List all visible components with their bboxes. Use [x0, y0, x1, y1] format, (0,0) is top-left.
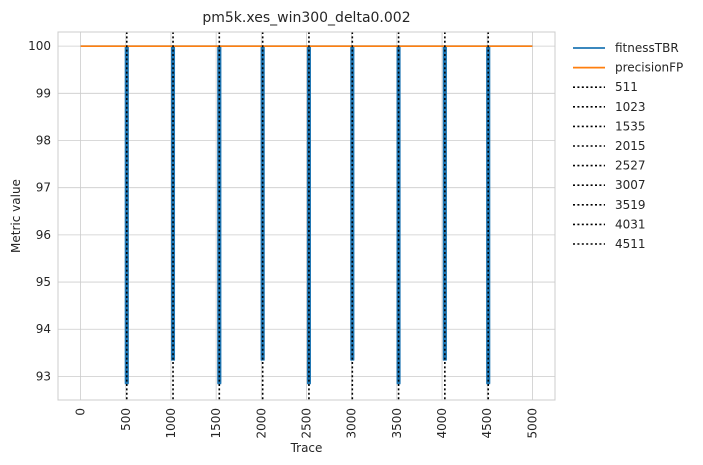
fitness-dip [486, 46, 491, 384]
legend: fitnessTBR precisionFP 511 1023 1535 2015 2527… [573, 41, 683, 251]
fitness-dip [171, 46, 176, 360]
legend-label: 2527 [615, 159, 646, 173]
plot-frame [57, 31, 556, 401]
fitness-dip [260, 46, 265, 360]
y-tick-label: 95 [36, 275, 51, 289]
axes: 0 500 1000 1500 2000 2500 3000 3500 4000 4500 5000… [28, 31, 556, 439]
fitness-dip [306, 46, 311, 384]
x-tick-label: 1000 [164, 408, 178, 439]
y-tick-label: 99 [36, 86, 51, 100]
x-tick-label: 4500 [480, 408, 494, 439]
legend-label: 2015 [615, 139, 646, 153]
x-tick-label: 5000 [525, 408, 539, 439]
legend-label: precisionFP [615, 61, 683, 75]
legend-label: 3007 [615, 178, 646, 192]
legend-label: 1535 [615, 119, 646, 133]
x-axis-label: Trace [290, 441, 323, 455]
fitness-dip [350, 46, 355, 360]
series-group [80, 45, 533, 385]
y-tick-label: 97 [36, 181, 51, 195]
legend-label: 4031 [615, 217, 646, 231]
chart-title: pm5k.xes_win300_delta0.002 [202, 10, 410, 26]
x-tick-label: 4000 [435, 408, 449, 439]
x-tick-label: 3500 [390, 408, 404, 439]
fitness-dip [217, 46, 222, 384]
y-tick-label: 98 [36, 134, 51, 148]
legend-label: 3519 [615, 198, 646, 212]
legend-label: 4511 [615, 237, 646, 251]
x-tick-label: 500 [119, 408, 133, 431]
y-tick-label: 93 [36, 369, 51, 383]
x-tick-label: 3000 [345, 408, 359, 439]
y-tick-label: 94 [36, 322, 51, 336]
legend-label: 511 [615, 80, 638, 94]
fitness-dip [442, 46, 447, 360]
legend-label: fitnessTBR [615, 41, 679, 55]
legend-label: 1023 [615, 100, 646, 114]
y-axis-label: Metric value [9, 179, 23, 253]
x-tick-label: 2500 [300, 408, 314, 439]
fitness-dip [396, 46, 401, 384]
x-tick-label: 1500 [209, 408, 223, 439]
y-tick-label: 100 [28, 39, 51, 53]
x-tick-label: 0 [74, 408, 88, 416]
y-tick-label: 96 [36, 228, 51, 242]
x-tick-label: 2000 [254, 408, 268, 439]
fitness-dip [124, 46, 129, 384]
